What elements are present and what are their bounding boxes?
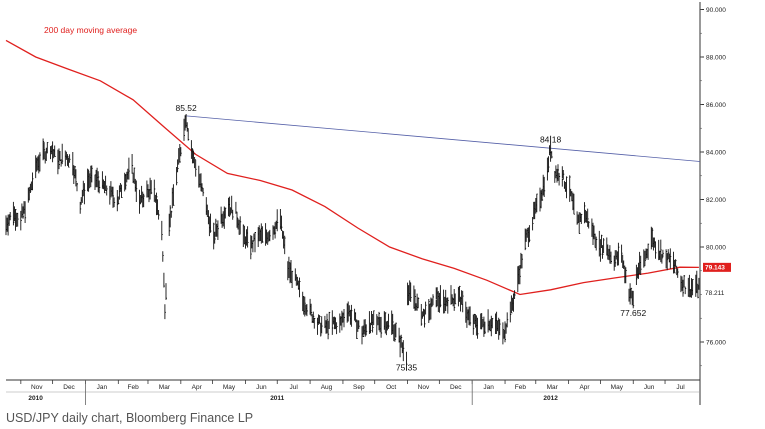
usdjpy-chart: 90.000 88.000 86.000 84.000 82.000 80.000 76.0…: [5, 2, 731, 405]
price-annotation: 77.652: [620, 308, 646, 318]
price-annotation: 75.35: [396, 362, 418, 372]
x-month-label: Oct: [386, 384, 396, 391]
x-month-label: Dec: [63, 384, 75, 391]
chart-labels-layer: 90.000 88.000 86.000 84.000 82.000 80.000 76.0…: [28, 7, 731, 402]
x-month-label: Jun: [644, 384, 655, 391]
x-month-label: Jun: [256, 384, 267, 391]
chart-caption: USD/JPY daily chart, Bloomberg Finance L…: [6, 411, 254, 425]
x-month-label: Feb: [128, 384, 140, 391]
moving-average-layer: [5, 39, 699, 296]
price-bars-layer: [5, 114, 700, 371]
trendline-layer: [186, 115, 701, 162]
y-tick-label: 88.000: [706, 54, 726, 61]
y-tick-label: 76.000: [706, 339, 726, 346]
x-month-label: Jul: [676, 384, 685, 391]
x-month-label: Dec: [450, 384, 462, 391]
last-value-badge-text: 79.143: [705, 265, 725, 272]
last-value-badge: [703, 262, 731, 272]
x-year-label: 2010: [28, 395, 43, 402]
y-tick-label: 80.000: [706, 244, 726, 251]
x-month-label: Nov: [31, 384, 43, 391]
x-month-label: Apr: [579, 384, 590, 391]
x-month-label: Nov: [418, 384, 430, 391]
moving-average-line: [5, 39, 699, 296]
x-month-label: Aug: [321, 384, 333, 391]
y-tick-label: 82.000: [706, 197, 726, 204]
x-month-label: Sep: [353, 384, 365, 391]
x-month-label: May: [223, 384, 236, 391]
price-bars: [5, 114, 700, 371]
price-annotation: 84.18: [540, 135, 562, 145]
chart-area: 90.000 88.000 86.000 84.000 82.000 80.000 76.0…: [5, 2, 731, 405]
x-month-label: Mar: [159, 384, 171, 391]
y-tick-label: 84.000: [706, 149, 726, 156]
x-month-label: Jul: [290, 384, 299, 391]
price-annotation: 85.52: [175, 103, 197, 113]
x-month-label: Feb: [515, 384, 527, 391]
chart-frame: [6, 2, 704, 405]
x-month-label: Jan: [483, 384, 494, 391]
x-month-label: Apr: [192, 384, 203, 391]
last-price-label: 78.211: [705, 290, 725, 297]
x-month-label: May: [611, 384, 624, 391]
y-tick-label: 90.000: [706, 7, 726, 14]
x-month-label: Mar: [547, 384, 559, 391]
x-year-label: 2011: [270, 395, 284, 402]
moving-average-legend: 200 day moving average: [44, 25, 137, 35]
resistance-trendline: [186, 115, 701, 162]
x-month-label: Jan: [97, 384, 108, 391]
y-tick-label: 86.000: [706, 102, 726, 109]
x-year-label: 2012: [543, 395, 558, 402]
